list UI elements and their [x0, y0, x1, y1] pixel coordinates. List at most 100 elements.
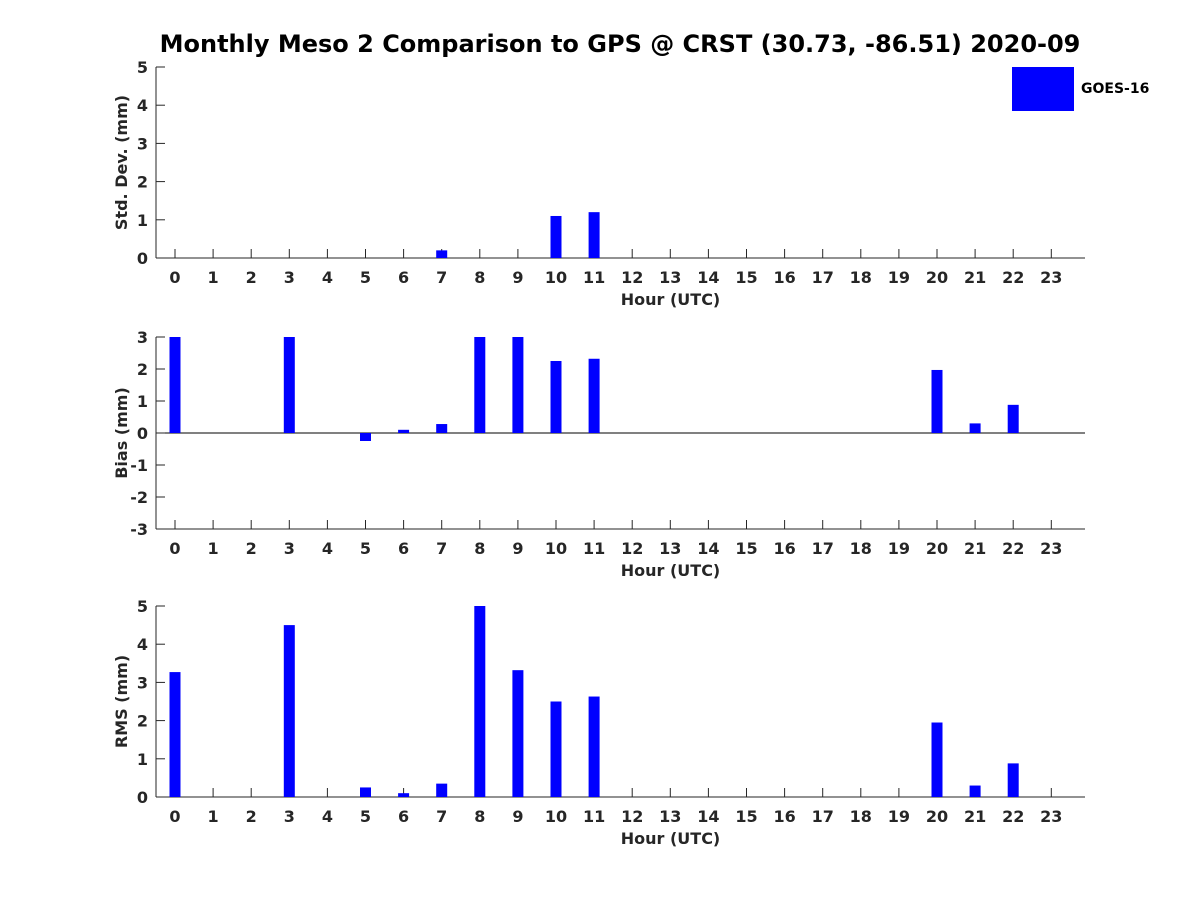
x-axis-label: Hour (UTC)	[621, 561, 721, 580]
x-tick-label: 6	[398, 539, 409, 558]
bar	[474, 337, 486, 433]
x-tick-label: 4	[322, 539, 333, 558]
x-tick-label: 22	[1002, 539, 1024, 558]
bar	[512, 337, 524, 433]
bar	[969, 785, 981, 797]
chart-title: Monthly Meso 2 Comparison to GPS @ CRST …	[159, 30, 1081, 58]
y-tick-label: -3	[130, 520, 148, 539]
x-axis-label: Hour (UTC)	[621, 829, 721, 848]
y-axis-label: Std. Dev. (mm)	[112, 95, 131, 230]
x-tick-label: 23	[1040, 807, 1062, 826]
y-tick-label: 2	[137, 712, 148, 731]
x-tick-label: 22	[1002, 268, 1024, 287]
bar	[169, 672, 181, 797]
x-tick-label: 15	[735, 268, 757, 287]
x-tick-label: 17	[812, 807, 834, 826]
x-tick-label: 5	[360, 807, 371, 826]
bar	[283, 337, 295, 433]
x-tick-label: 22	[1002, 807, 1024, 826]
x-tick-label: 20	[926, 268, 948, 287]
x-tick-label: 4	[322, 807, 333, 826]
bar	[169, 337, 181, 433]
x-tick-label: 7	[436, 807, 447, 826]
y-tick-label: 1	[137, 750, 148, 769]
x-tick-label: 8	[474, 807, 485, 826]
bar	[283, 625, 295, 797]
x-tick-label: 8	[474, 268, 485, 287]
x-tick-label: 13	[659, 268, 681, 287]
bar	[588, 696, 600, 797]
x-tick-label: 0	[169, 268, 180, 287]
bar	[550, 215, 562, 258]
x-tick-label: 21	[964, 268, 986, 287]
y-tick-label: 0	[137, 788, 148, 807]
x-tick-label: 2	[246, 268, 257, 287]
bar	[931, 722, 943, 797]
x-tick-label: 12	[621, 807, 643, 826]
x-tick-label: 21	[964, 539, 986, 558]
y-tick-label: 3	[137, 134, 148, 153]
bar	[1007, 404, 1019, 433]
x-tick-label: 19	[888, 539, 910, 558]
x-tick-label: 1	[208, 539, 219, 558]
y-axis-label: RMS (mm)	[112, 655, 131, 748]
x-tick-label: 16	[773, 268, 795, 287]
x-tick-label: 15	[735, 539, 757, 558]
x-tick-label: 6	[398, 807, 409, 826]
x-tick-label: 17	[812, 539, 834, 558]
x-tick-label: 18	[850, 539, 872, 558]
y-tick-label: 1	[137, 211, 148, 230]
x-tick-label: 11	[583, 268, 605, 287]
legend-label: GOES-16	[1081, 81, 1150, 97]
x-axis-label: Hour (UTC)	[621, 290, 721, 309]
bar	[588, 358, 600, 433]
y-tick-label: 0	[137, 249, 148, 268]
x-tick-label: 8	[474, 539, 485, 558]
x-tick-label: 6	[398, 268, 409, 287]
x-tick-label: 3	[284, 268, 295, 287]
x-tick-label: 4	[322, 268, 333, 287]
y-tick-label: -1	[130, 456, 148, 475]
x-tick-label: 19	[888, 268, 910, 287]
bar	[969, 423, 981, 433]
x-tick-label: 18	[850, 268, 872, 287]
y-tick-label: 5	[137, 597, 148, 616]
bar	[436, 783, 448, 797]
y-tick-label: 3	[137, 328, 148, 347]
x-tick-label: 0	[169, 539, 180, 558]
x-tick-label: 1	[208, 807, 219, 826]
x-tick-label: 18	[850, 807, 872, 826]
bar	[550, 701, 562, 797]
bar	[360, 787, 371, 797]
x-tick-label: 16	[773, 807, 795, 826]
bar	[398, 793, 410, 797]
bar	[1007, 763, 1019, 797]
x-tick-label: 10	[545, 539, 567, 558]
x-tick-label: 20	[926, 807, 948, 826]
x-tick-label: 14	[697, 539, 719, 558]
bar	[474, 606, 486, 797]
y-axis-label: Bias (mm)	[112, 387, 131, 479]
x-tick-label: 12	[621, 539, 643, 558]
x-tick-label: 7	[436, 539, 447, 558]
x-tick-label: 14	[697, 807, 719, 826]
bar	[360, 433, 371, 441]
x-tick-label: 13	[659, 807, 681, 826]
x-tick-label: 21	[964, 807, 986, 826]
x-tick-label: 2	[246, 539, 257, 558]
x-tick-label: 9	[512, 807, 523, 826]
x-tick-label: 5	[360, 539, 371, 558]
bar	[436, 250, 448, 258]
legend-swatch	[1012, 67, 1074, 111]
bar	[931, 369, 943, 433]
x-tick-label: 20	[926, 539, 948, 558]
bar	[512, 670, 524, 797]
y-tick-label: 4	[137, 96, 148, 115]
y-tick-label: -2	[130, 488, 148, 507]
x-tick-label: 23	[1040, 539, 1062, 558]
x-tick-label: 1	[208, 268, 219, 287]
x-tick-label: 14	[697, 268, 719, 287]
x-tick-label: 0	[169, 807, 180, 826]
legend: GOES-16	[1012, 67, 1149, 111]
